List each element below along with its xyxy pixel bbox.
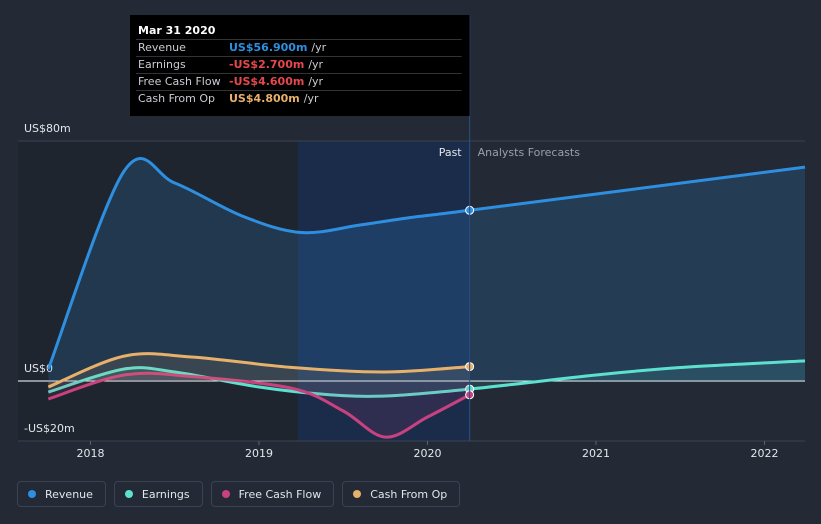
tooltip-label: Free Cash Flow <box>138 75 221 88</box>
tooltip-unit: /yr <box>304 92 319 105</box>
x-tick-label: 2021 <box>582 447 610 460</box>
tooltip-label: Cash From Op <box>138 92 215 105</box>
tooltip-value: US$56.900m <box>229 41 307 54</box>
series-line <box>47 352 470 389</box>
tooltip-value: -US$4.600m <box>229 75 304 88</box>
series-area <box>48 353 470 387</box>
tooltip-unit: /yr <box>308 75 323 88</box>
y-tick-label: -US$20m <box>24 422 75 435</box>
series-line <box>47 359 806 398</box>
tooltip-label: Earnings <box>138 58 186 71</box>
plot-bg-dark <box>18 141 298 441</box>
y-tick-label: US$80m <box>24 122 71 135</box>
series-line <box>46 157 806 370</box>
tooltip-unit: /yr <box>308 58 323 71</box>
legend-item[interactable]: Earnings <box>113 481 203 507</box>
tooltip-label: Revenue <box>138 41 186 54</box>
tooltip-unit: /yr <box>311 41 326 54</box>
series-line <box>47 371 471 439</box>
x-tick-label: 2018 <box>76 447 104 460</box>
tooltip-value: -US$2.700m <box>229 58 304 71</box>
legend-item[interactable]: Free Cash Flow <box>210 481 335 507</box>
x-tick-label: 2019 <box>245 447 273 460</box>
legend-label: Cash From Op <box>370 487 448 501</box>
legend-swatch <box>353 490 362 498</box>
legend-swatch <box>221 490 230 498</box>
series-area <box>48 373 470 438</box>
legend-label: Earnings <box>141 487 190 501</box>
legend-item[interactable]: Cash From Op <box>342 481 461 507</box>
legend: Revenue Earnings Free Cash Flow Cash From O… <box>17 481 461 507</box>
legend-swatch <box>28 490 36 498</box>
tooltip-box <box>130 15 470 116</box>
x-tick-label: 2020 <box>414 447 442 460</box>
legend-item[interactable]: Revenue <box>17 481 106 507</box>
tooltip-date: Mar 31 2020 <box>138 24 216 37</box>
forecast-label: Analysts Forecasts <box>478 146 581 159</box>
legend-label: Revenue <box>45 487 93 501</box>
legend-swatch <box>124 490 133 498</box>
legend-label: Free Cash Flow <box>238 487 322 501</box>
x-tick-label: 2022 <box>751 447 779 460</box>
tooltip-value: US$4.800m <box>229 92 300 105</box>
past-label: Past <box>439 146 463 159</box>
y-tick-label: US$0 <box>24 362 53 375</box>
